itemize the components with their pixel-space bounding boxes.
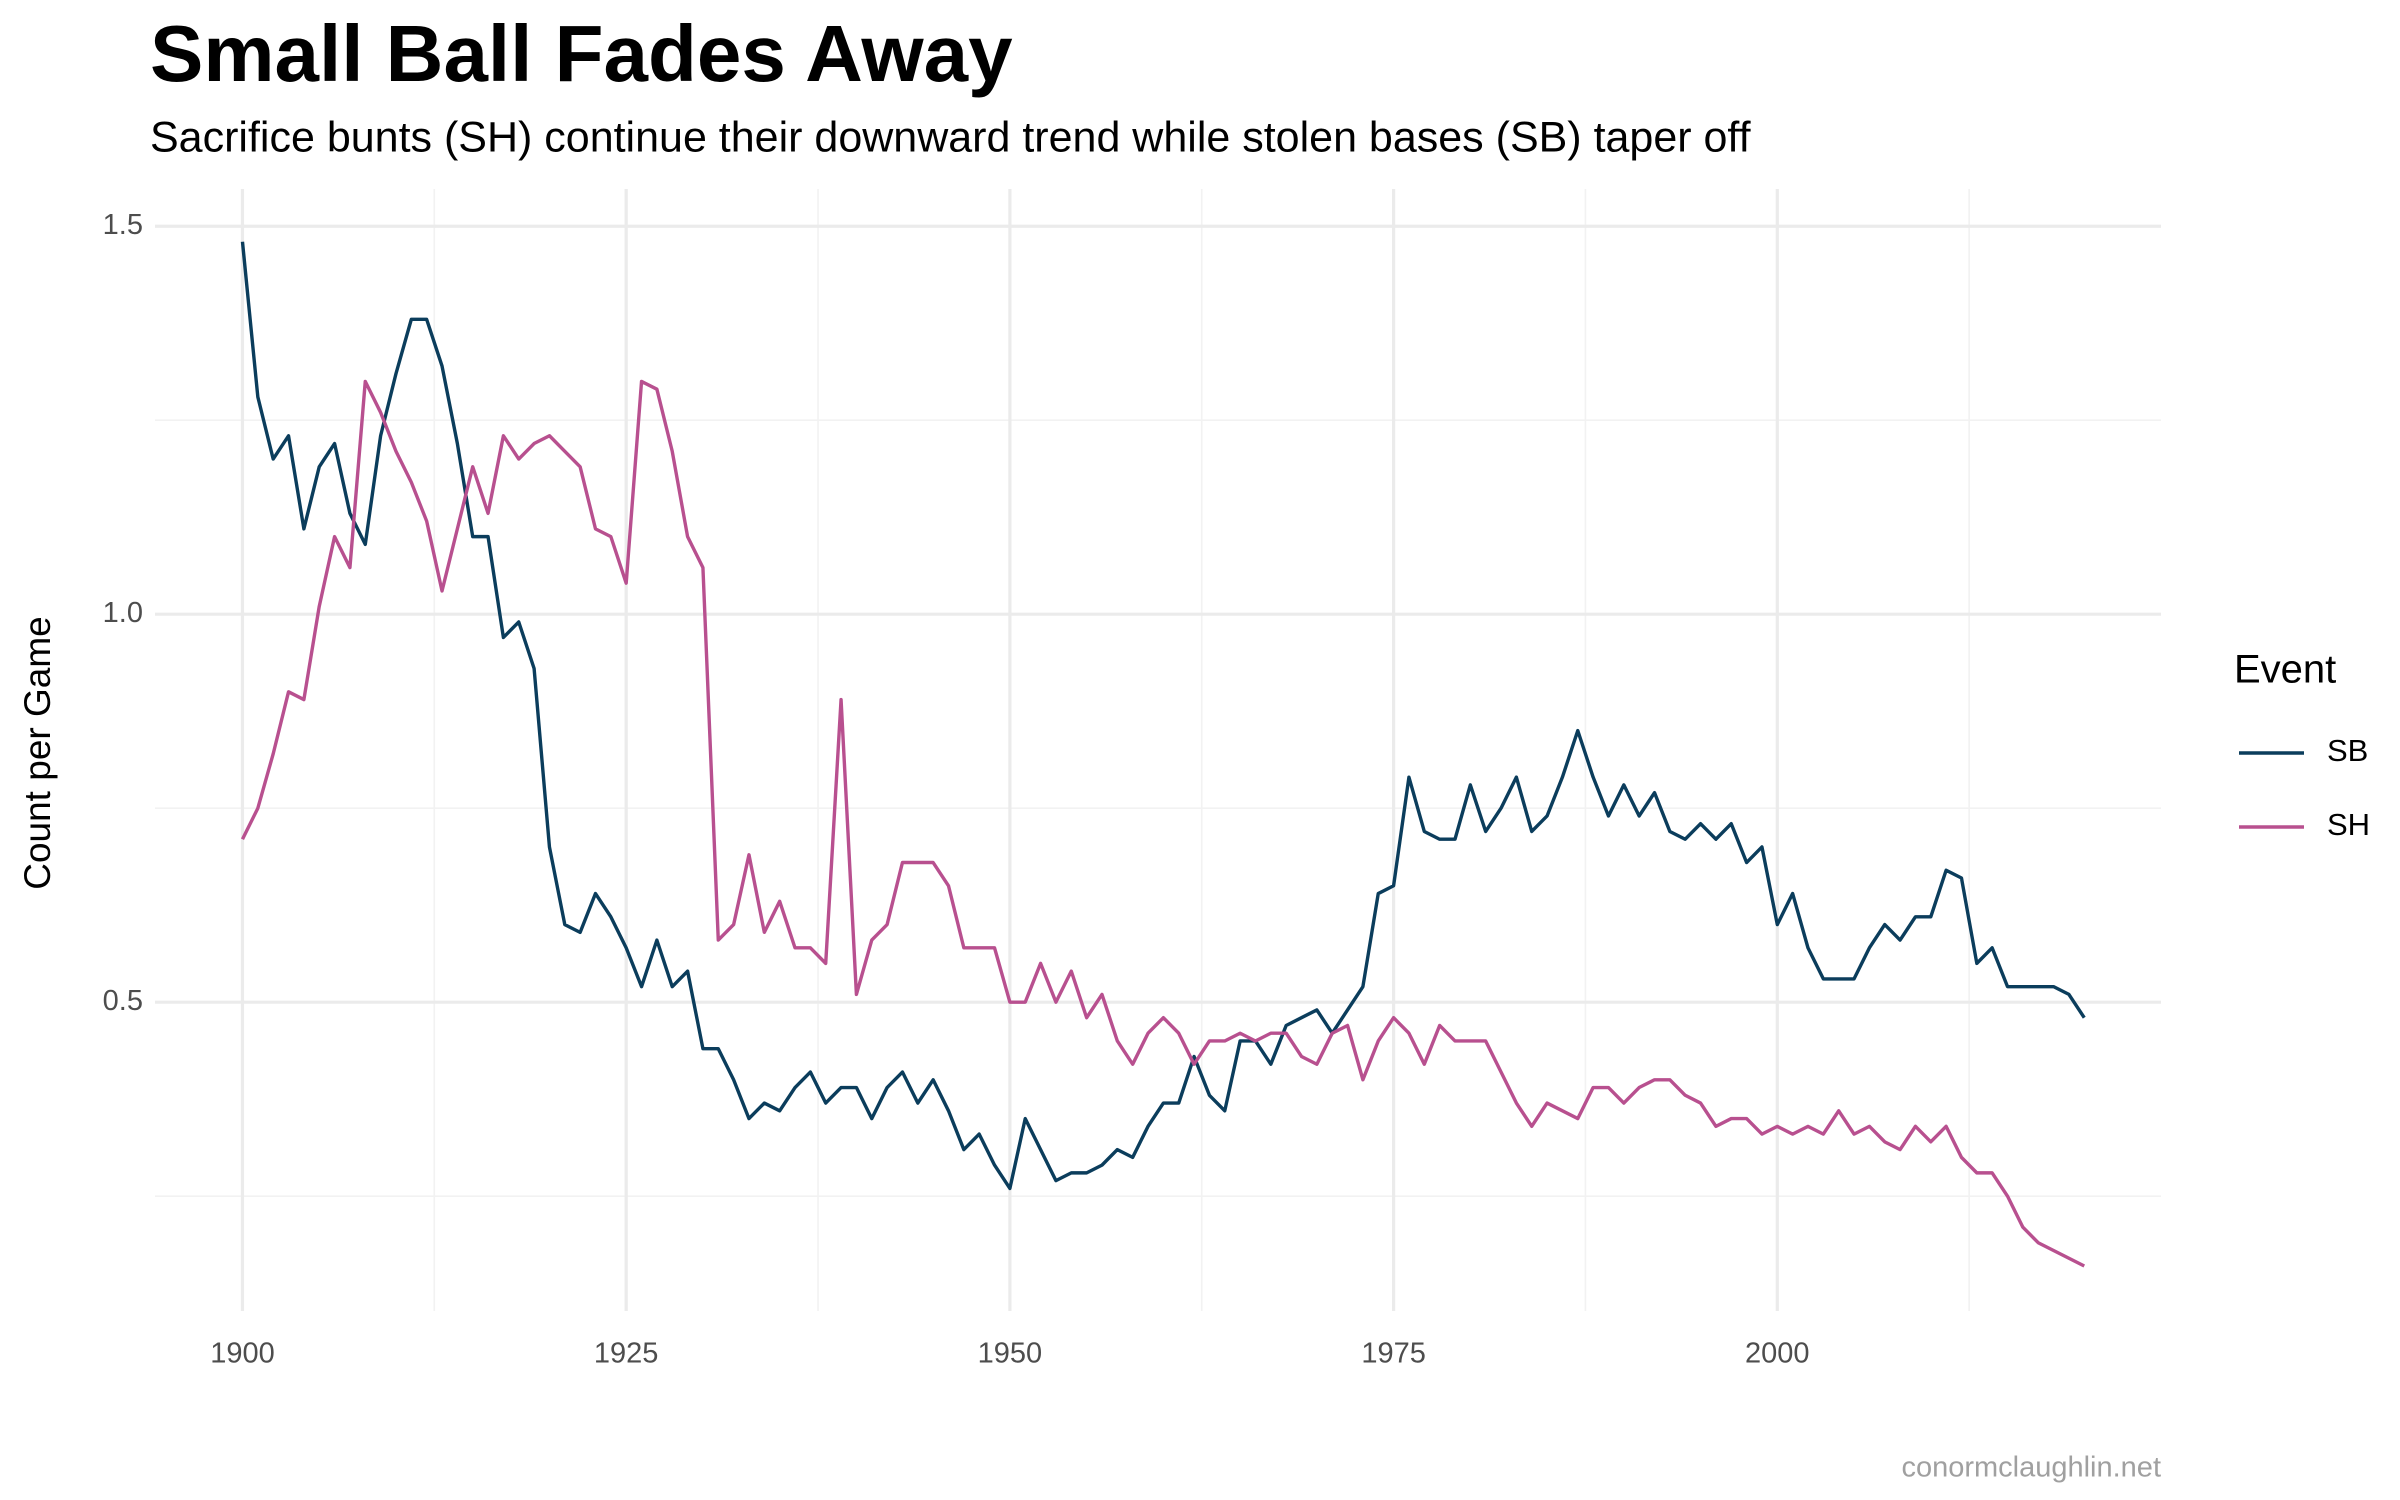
series-line (240, 379, 2086, 1268)
x-tick-label: 1925 (594, 1338, 659, 1370)
chart-title: Small Ball Fades Away (150, 9, 1013, 98)
chart-subtitle: Sacrifice bunts (SH) continue their down… (150, 113, 1752, 161)
y-tick-label: 0.5 (103, 985, 143, 1017)
legend-title: Event (2234, 648, 2336, 692)
x-tick-label: 2000 (1745, 1338, 1810, 1370)
y-axis-label: Count per Game (17, 616, 58, 890)
y-tick-label: 1.5 (103, 209, 143, 241)
legend-label: SH (2327, 807, 2370, 842)
plot-lines (240, 241, 2086, 1268)
x-tick-label: 1950 (978, 1338, 1043, 1370)
x-tick-label: 1900 (210, 1338, 275, 1370)
legend-label: SB (2327, 733, 2368, 768)
caption: conormclaughlin.net (1901, 1452, 2161, 1484)
series-line (240, 241, 2086, 1191)
y-tick-label: 1.0 (103, 597, 143, 629)
grid (155, 189, 2161, 1311)
x-tick-label: 1975 (1361, 1338, 1426, 1370)
